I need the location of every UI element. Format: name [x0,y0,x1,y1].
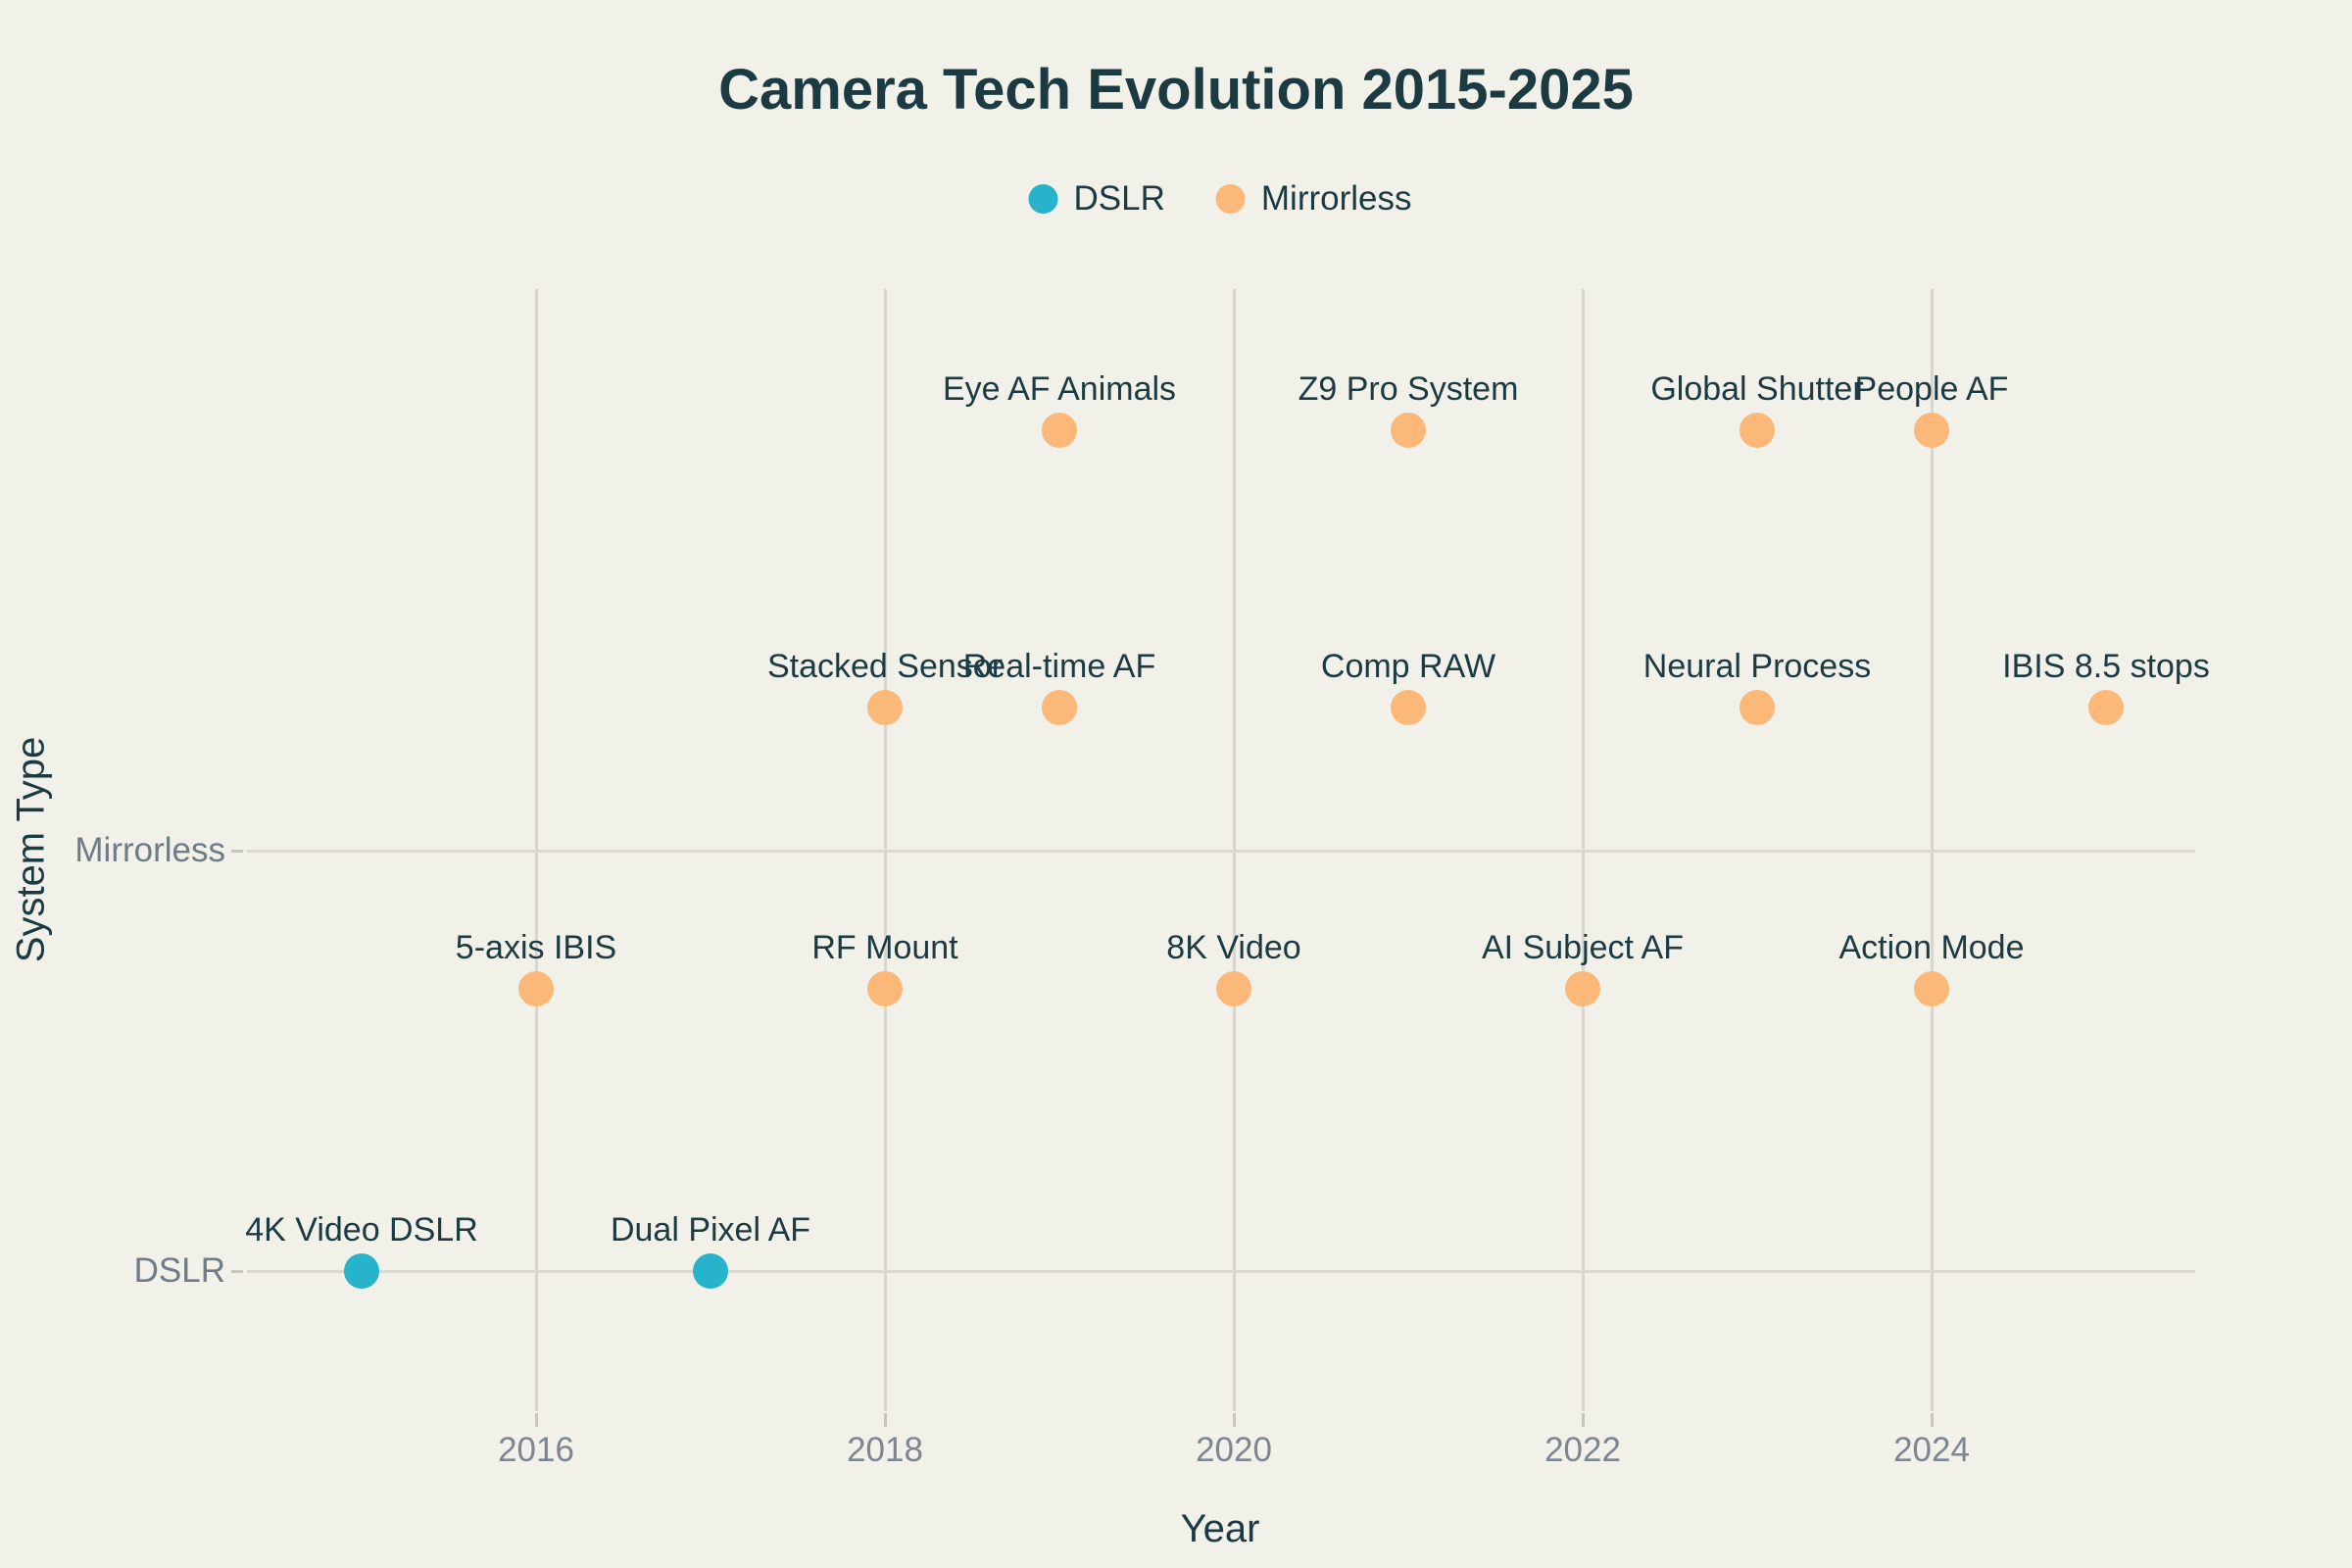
y-tick-mark [231,849,243,853]
y-category-label: Mirrorless [74,831,225,869]
data-point[interactable] [518,971,554,1006]
data-point[interactable] [1914,413,1949,448]
x-tick-label: 2022 [1544,1431,1621,1469]
x-tick-mark [883,1413,887,1427]
data-point-label: Global Shutter [1650,370,1864,408]
x-axis-title: Year [1180,1507,1260,1550]
data-point[interactable] [1914,971,1949,1006]
data-point[interactable] [1216,971,1251,1006]
data-point[interactable] [693,1253,728,1289]
data-point[interactable] [1740,413,1775,448]
legend-item-mirrorless[interactable]: Mirrorless [1215,179,1412,219]
data-point[interactable] [1740,690,1775,725]
legend-label: DSLR [1073,179,1165,218]
y-tick-mark [231,1269,243,1273]
legend-label: Mirrorless [1260,179,1412,218]
data-point-label: 4K Video DSLR [245,1211,478,1249]
chart-title: Camera Tech Evolution 2015-2025 [718,58,1634,122]
legend: DSLR Mirrorless [1028,179,1412,219]
legend-swatch-icon [1215,184,1246,214]
data-point-label: Eye AF Animals [942,370,1177,408]
y-category-label: DSLR [133,1251,225,1290]
data-point[interactable] [2088,690,2124,725]
data-point[interactable] [1042,413,1077,448]
data-point[interactable] [1042,690,1077,725]
x-tick-mark [1232,1413,1236,1427]
x-tick-label: 2024 [1893,1431,1970,1469]
data-point[interactable] [1391,413,1426,448]
x-tick-label: 2018 [847,1431,923,1469]
data-point-label: AI Subject AF [1482,929,1684,966]
data-point-label: Dual Pixel AF [610,1211,811,1249]
data-point-label: 5-axis IBIS [455,929,617,966]
data-point[interactable] [1565,971,1600,1006]
x-tick-mark [1930,1413,1934,1427]
legend-swatch-icon [1028,184,1058,214]
data-point[interactable] [867,690,903,725]
y-axis-title: System Type [9,736,53,963]
data-point-label: IBIS 8.5 stops [2002,648,2210,685]
y-gridline [247,849,2195,853]
data-point[interactable] [344,1253,379,1289]
data-point-label: Z9 Pro System [1298,370,1519,408]
data-point-label: Action Mode [1838,929,2025,966]
x-tick-label: 2016 [498,1431,574,1469]
data-point[interactable] [1391,690,1426,725]
data-point-label: Neural Process [1642,648,1872,685]
data-point-label: 8K Video [1166,929,1301,966]
data-point-label: People AF [1854,370,2009,408]
x-tick-mark [534,1413,538,1427]
data-point-label: Stacked Sensor [766,648,1004,685]
data-point-label: Comp RAW [1320,648,1496,685]
data-point-label: Real-time AF [962,648,1156,685]
x-tick-mark [1581,1413,1585,1427]
data-point-label: RF Mount [811,929,958,966]
x-tick-label: 2020 [1196,1431,1272,1469]
legend-item-dslr[interactable]: DSLR [1028,179,1165,219]
data-point[interactable] [867,971,903,1006]
y-gridline [247,1269,2195,1273]
